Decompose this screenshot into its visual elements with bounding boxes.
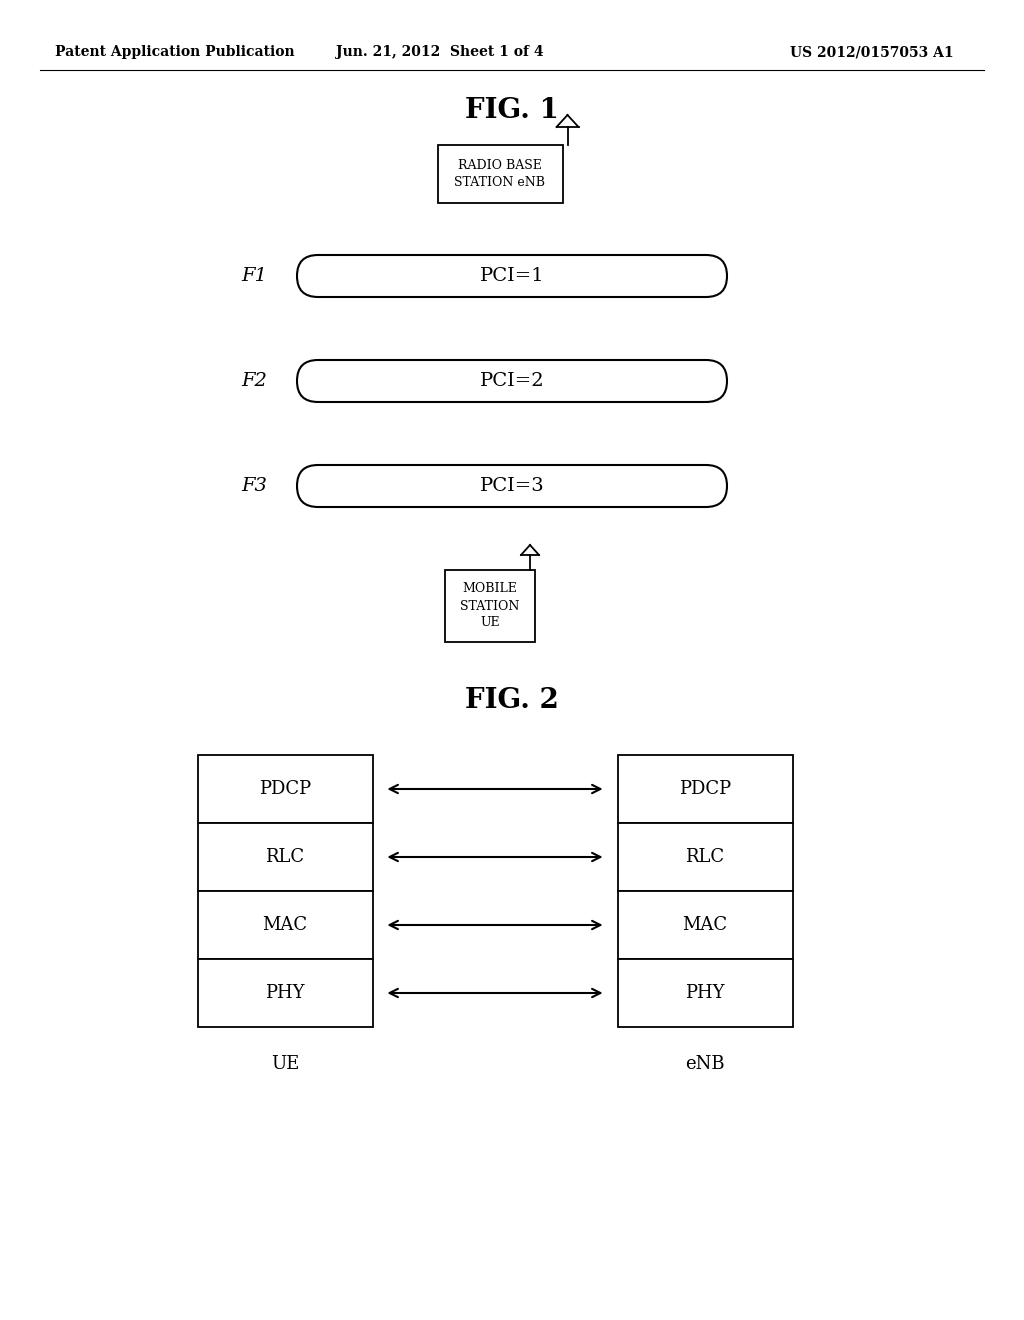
FancyBboxPatch shape	[297, 465, 727, 507]
FancyBboxPatch shape	[198, 891, 373, 960]
Text: UE: UE	[270, 1055, 299, 1073]
Text: PDCP: PDCP	[259, 780, 311, 799]
FancyBboxPatch shape	[297, 255, 727, 297]
FancyBboxPatch shape	[617, 960, 793, 1027]
Text: PCI=2: PCI=2	[479, 372, 545, 389]
Text: F3: F3	[241, 477, 267, 495]
Text: PHY: PHY	[685, 983, 725, 1002]
Text: FIG. 2: FIG. 2	[465, 686, 559, 714]
Text: MOBILE
STATION
UE: MOBILE STATION UE	[461, 582, 520, 630]
FancyBboxPatch shape	[297, 360, 727, 403]
Text: RADIO BASE
STATION eNB: RADIO BASE STATION eNB	[455, 158, 546, 189]
Text: F2: F2	[241, 372, 267, 389]
FancyBboxPatch shape	[617, 755, 793, 822]
Text: PDCP: PDCP	[679, 780, 731, 799]
Text: PCI=1: PCI=1	[479, 267, 545, 285]
FancyBboxPatch shape	[445, 570, 535, 642]
Text: RLC: RLC	[685, 847, 725, 866]
FancyBboxPatch shape	[198, 822, 373, 891]
Text: Jun. 21, 2012  Sheet 1 of 4: Jun. 21, 2012 Sheet 1 of 4	[336, 45, 544, 59]
Text: FIG. 1: FIG. 1	[465, 96, 559, 124]
Text: F1: F1	[241, 267, 267, 285]
Text: PHY: PHY	[265, 983, 305, 1002]
Text: US 2012/0157053 A1: US 2012/0157053 A1	[790, 45, 953, 59]
Text: MAC: MAC	[682, 916, 728, 935]
Text: MAC: MAC	[262, 916, 307, 935]
FancyBboxPatch shape	[198, 960, 373, 1027]
Text: PCI=3: PCI=3	[479, 477, 545, 495]
Text: RLC: RLC	[265, 847, 304, 866]
FancyBboxPatch shape	[437, 145, 562, 203]
Text: Patent Application Publication: Patent Application Publication	[55, 45, 295, 59]
FancyBboxPatch shape	[617, 891, 793, 960]
Text: eNB: eNB	[685, 1055, 725, 1073]
FancyBboxPatch shape	[617, 822, 793, 891]
FancyBboxPatch shape	[198, 755, 373, 822]
